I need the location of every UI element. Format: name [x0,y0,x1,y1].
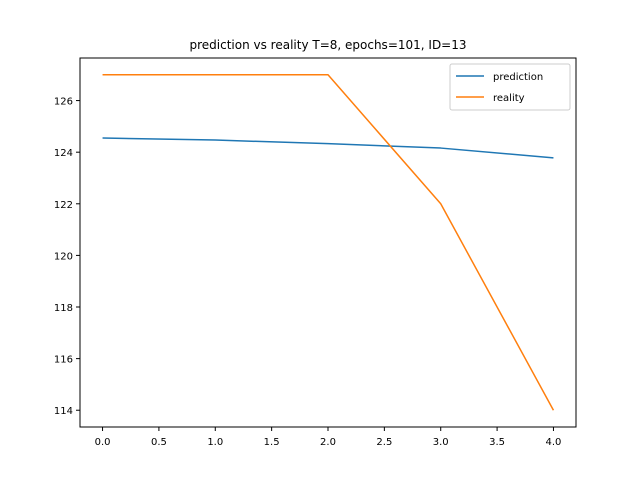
legend: prediction reality [449,63,571,111]
x-tick-label: 1.5 [264,437,280,448]
x-tick-label: 0.5 [151,437,167,448]
x-tick-label: 1.0 [207,437,223,448]
y-tick-label: 124 [54,148,73,159]
x-tick-label: 2.0 [320,437,336,448]
y-tick-label: 126 [54,97,73,108]
x-tick-label: 3.0 [433,437,449,448]
axes-frame [79,57,577,428]
y-tick-label: 116 [54,355,73,366]
legend-label-reality: reality [493,93,525,104]
plot-area: 0.0 0.5 1.0 1.5 2.0 2.5 3.0 3.5 4.0 114 116 118 120 1… [54,74,562,448]
y-tick-label: 122 [54,200,73,211]
legend-label-prediction: prediction [493,72,543,83]
chart-title: prediction vs reality T=8, epochs=101, I… [189,38,466,52]
x-tick-label: 3.5 [489,437,505,448]
series-line-reality [102,74,555,411]
x-tick-label: 2.5 [376,437,392,448]
x-tick-label: 4.0 [546,437,562,448]
y-tick-label: 120 [54,251,73,262]
y-tick-label: 114 [54,406,73,417]
series-line-prediction [102,137,554,159]
y-tick-label: 118 [54,303,73,314]
x-tick-label: 0.0 [95,437,111,448]
